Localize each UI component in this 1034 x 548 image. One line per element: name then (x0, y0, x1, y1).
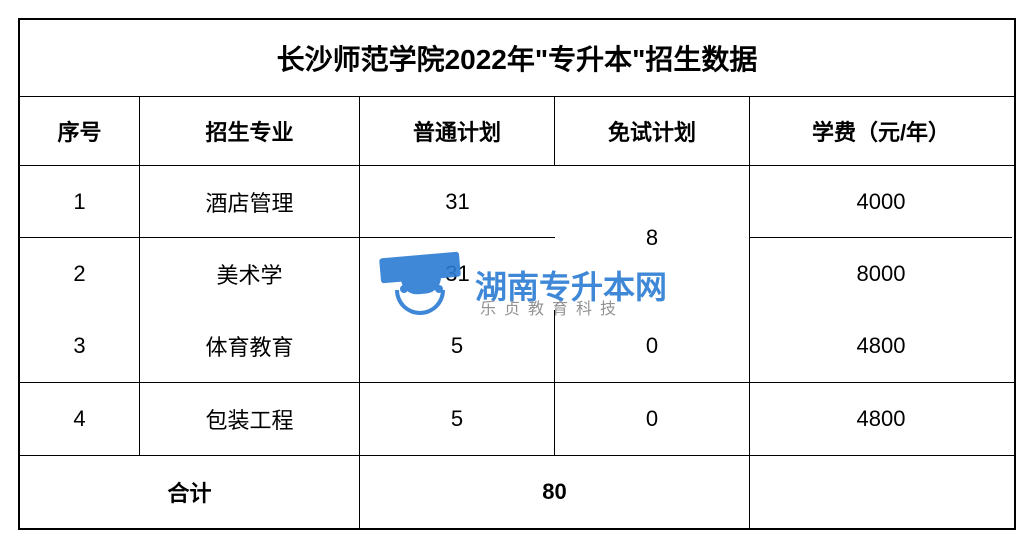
cell-regular: 5 (360, 383, 555, 455)
cell-major: 体育教育 (140, 310, 360, 382)
total-value: 80 (360, 456, 750, 528)
cell-tuition: 8000 (750, 238, 1012, 310)
table-row: 2 美术学 31 (20, 238, 555, 310)
header-regular: 普通计划 (360, 97, 555, 165)
cell-tuition: 4000 (750, 166, 1012, 238)
table-header-row: 序号 招生专业 普通计划 免试计划 学费（元/年） (20, 97, 1014, 166)
cell-regular: 31 (360, 166, 555, 238)
cell-seq: 2 (20, 238, 140, 310)
total-label: 合计 (20, 456, 360, 528)
header-exempt: 免试计划 (555, 97, 750, 165)
cell-regular: 5 (360, 310, 555, 382)
cell-exempt-merged: 8 (555, 166, 750, 310)
merged-rows-1-2: 1 酒店管理 31 2 美术学 31 8 4000 8000 (20, 166, 1014, 310)
table-row: 4 包装工程 5 0 4800 (20, 383, 1014, 456)
table-row: 4000 (750, 166, 1012, 238)
table-row: 8000 (750, 238, 1012, 310)
cell-exempt: 0 (555, 310, 750, 382)
header-seq: 序号 (20, 97, 140, 165)
table-row: 3 体育教育 5 0 4800 (20, 310, 1014, 383)
header-major: 招生专业 (140, 97, 360, 165)
total-empty (750, 456, 1012, 528)
cell-major: 酒店管理 (140, 166, 360, 238)
table-total-row: 合计 80 (20, 456, 1014, 528)
cell-seq: 3 (20, 310, 140, 382)
cell-major: 美术学 (140, 238, 360, 310)
cell-seq: 1 (20, 166, 140, 238)
cell-tuition: 4800 (750, 310, 1012, 382)
table-row: 1 酒店管理 31 (20, 166, 555, 238)
table-title: 长沙师范学院2022年"专升本"招生数据 (20, 20, 1014, 97)
cell-tuition: 4800 (750, 383, 1012, 455)
header-tuition: 学费（元/年） (750, 97, 1012, 165)
cell-seq: 4 (20, 383, 140, 455)
cell-exempt: 0 (555, 383, 750, 455)
cell-regular: 31 (360, 238, 555, 310)
cell-major: 包装工程 (140, 383, 360, 455)
enrollment-table: 长沙师范学院2022年"专升本"招生数据 序号 招生专业 普通计划 免试计划 学… (18, 18, 1016, 530)
